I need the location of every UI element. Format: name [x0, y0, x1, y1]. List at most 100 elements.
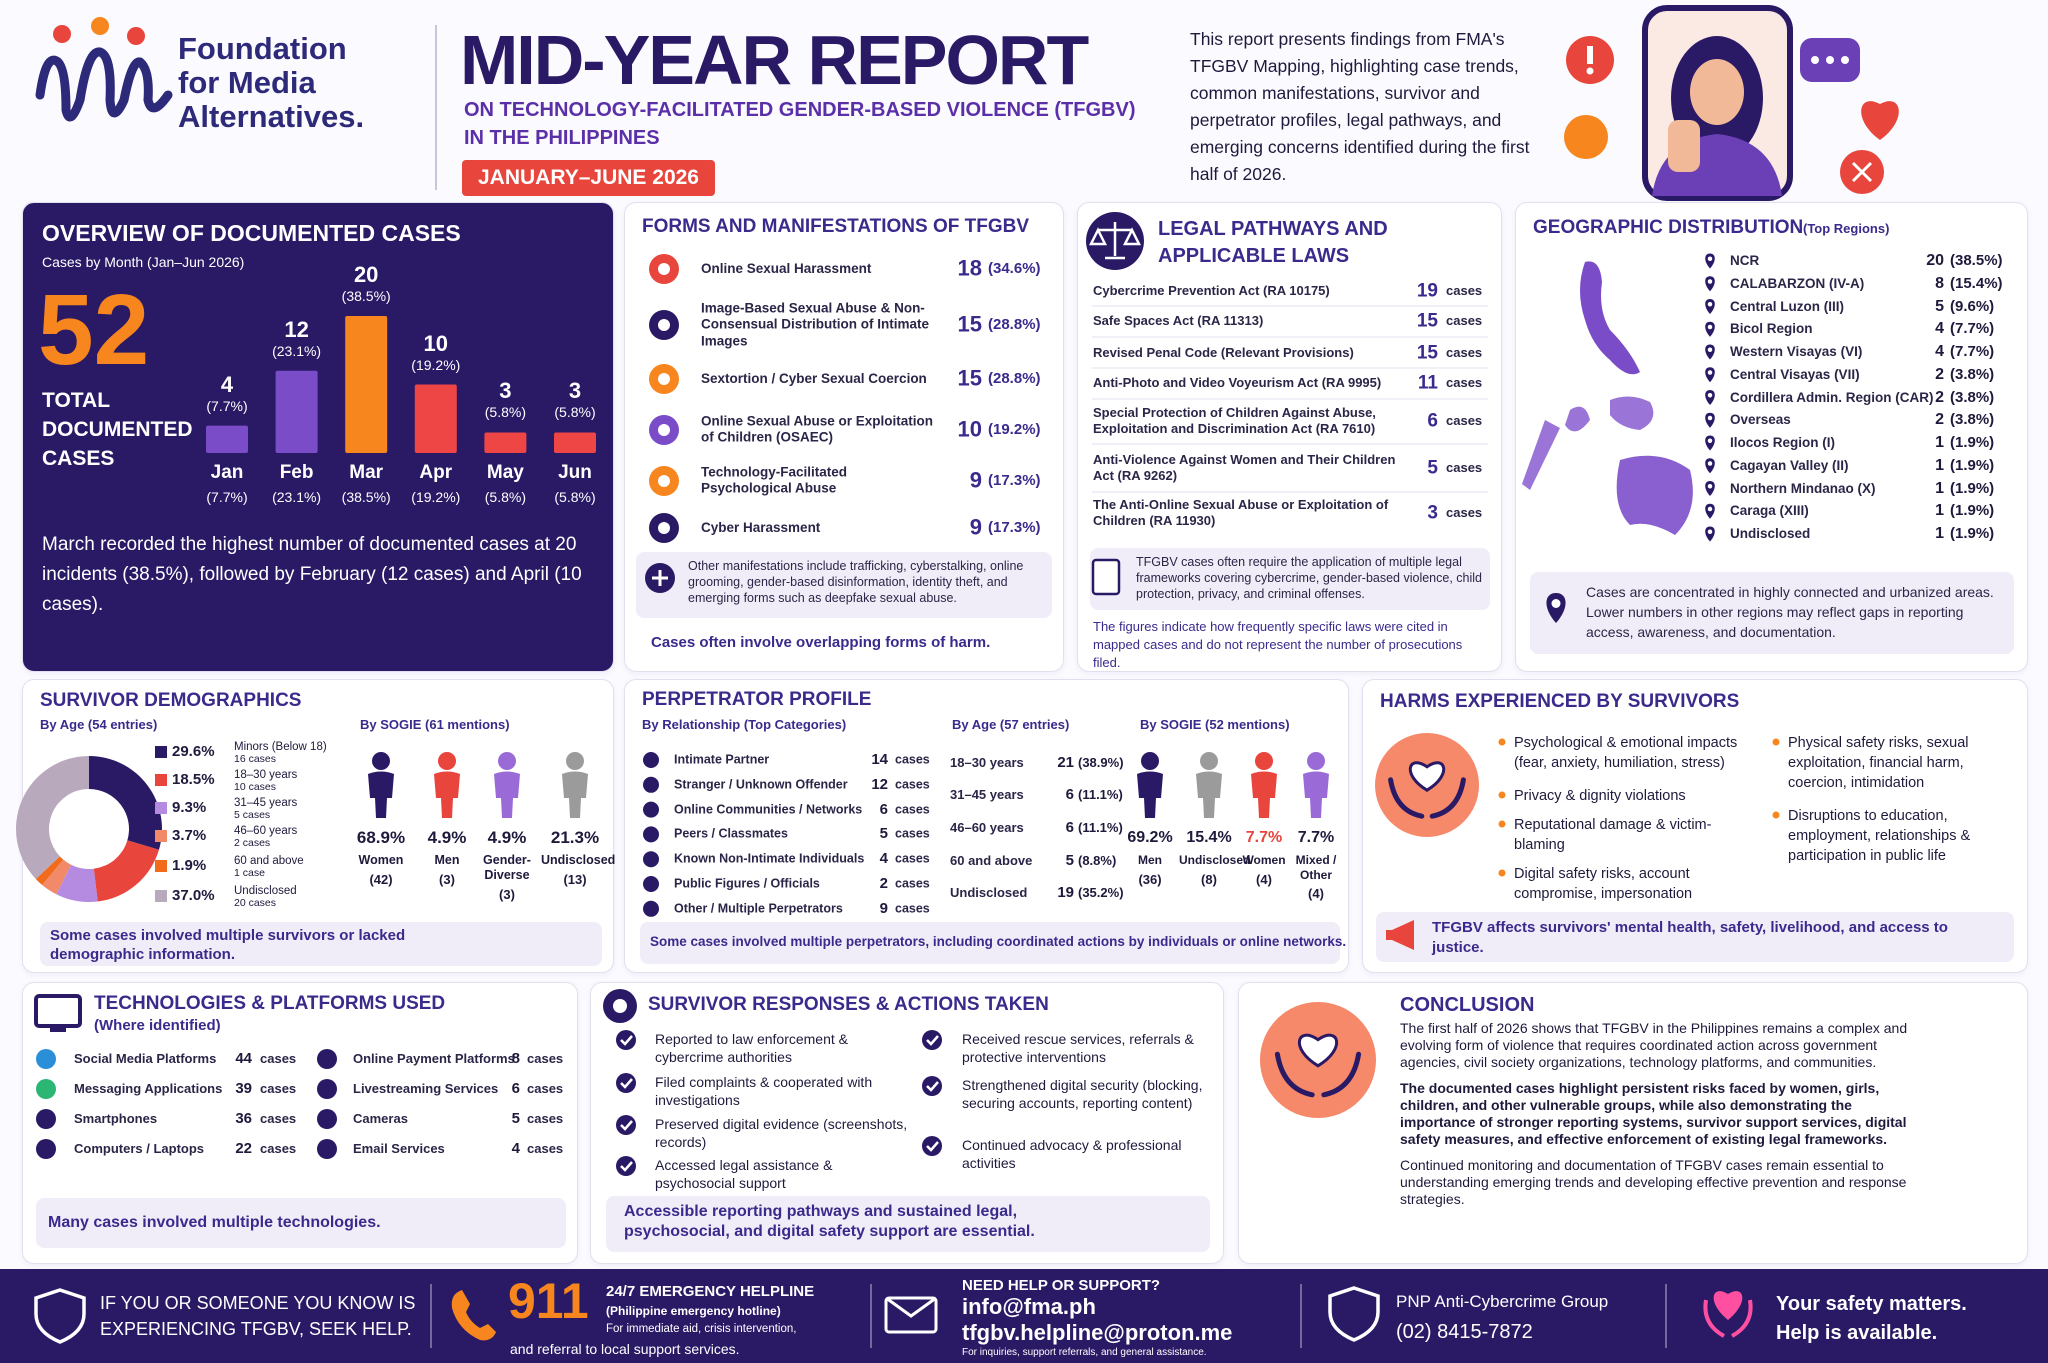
region-percent: (15.4%)	[1950, 274, 2003, 292]
region-name: Central Luzon (III)	[1730, 298, 1844, 314]
age-cases: 2 cases	[234, 837, 271, 849]
bar	[345, 316, 388, 453]
form-label: Image-Based Sexual Abuse & Non-Consensua…	[701, 300, 930, 349]
form-label: Online Sexual Abuse or Exploitation of C…	[701, 413, 934, 445]
check-mark	[926, 1081, 939, 1092]
region-name: Cagayan Valley (II)	[1730, 457, 1849, 473]
region-name: Undisclosed	[1730, 525, 1811, 541]
sogie-label: Men	[434, 853, 460, 867]
sogie-count: (13)	[563, 872, 587, 887]
person-body	[1137, 771, 1163, 818]
hands-shape	[1274, 1051, 1362, 1098]
month-percent: (7.7%)	[206, 489, 248, 505]
relationship-count: 14	[871, 750, 888, 768]
law-count: 15	[1416, 342, 1438, 364]
sogie-percent: 15.4%	[1186, 829, 1232, 846]
form-label: Online Sexual Harassment	[701, 260, 872, 276]
month-percent: (23.1%)	[272, 489, 322, 505]
hotline-title: 24/7 EMERGENCY HELPLINE	[606, 1283, 815, 1300]
bar-percent: (5.8%)	[554, 404, 596, 421]
age-cases: 1 case	[234, 867, 265, 879]
harm-item: Psychological & emotional impacts (fear,…	[1514, 735, 1738, 771]
law-name: The Anti-Online Sexual Abuse or Exploita…	[1093, 497, 1389, 528]
legend-swatch	[155, 774, 167, 786]
donut-slice	[89, 756, 162, 850]
sogie-percent: 7.7%	[1245, 829, 1283, 846]
total-label: DOCUMENTED	[42, 418, 193, 441]
law-name: Anti-Violence Against Women and Their Ch…	[1093, 452, 1396, 483]
region-percent: (9.6%)	[1950, 297, 1995, 315]
sogie-count: (42)	[369, 872, 393, 887]
harm-item: Privacy & dignity violations	[1514, 788, 1686, 804]
org-name: Alternatives.	[178, 99, 365, 134]
person-body	[1196, 771, 1222, 818]
pin-dot	[1707, 347, 1713, 352]
map-luzon	[1580, 261, 1640, 375]
age-percent: 29.6%	[172, 742, 215, 760]
conclusion-panel	[1238, 982, 2028, 1264]
law-name: Anti-Photo and Video Voyeurism Act (RA 9…	[1093, 375, 1382, 391]
sad-icon	[1564, 115, 1608, 159]
age-percent: 3.7%	[172, 826, 207, 844]
note-box	[1530, 572, 2014, 654]
month-label: Feb	[279, 462, 314, 483]
tech-unit: cases	[527, 1111, 564, 1127]
relationship-icon	[643, 851, 659, 868]
monitor-icon	[34, 994, 82, 1028]
form-icon-dot	[658, 522, 670, 534]
month-label: Jan	[210, 462, 244, 483]
age-name: 60 and above	[234, 855, 304, 867]
region-percent: (1.9%)	[1950, 433, 1995, 451]
total-label: CASES	[42, 447, 115, 470]
intro: This report presents findings from FMA's…	[1190, 29, 1530, 184]
region-count: 4	[1935, 320, 1944, 338]
heart-hands-icon	[1713, 1291, 1743, 1320]
relationship-icon	[643, 776, 659, 793]
scales	[1088, 222, 1142, 260]
donut-slice	[15, 756, 89, 879]
age-name: 46–60 years	[950, 820, 1024, 836]
tech-count: 4	[511, 1139, 520, 1157]
check-mark	[620, 1078, 633, 1089]
age-name: 18–30 years	[950, 755, 1024, 771]
month-label: Mar	[349, 462, 384, 483]
age-name: 31–45 years	[950, 787, 1024, 803]
tech-unit: cases	[527, 1051, 564, 1067]
check-mark	[620, 1035, 633, 1046]
law-count: 3	[1427, 502, 1438, 524]
total-label: TOTAL	[42, 389, 111, 412]
sogie-count: (8)	[1201, 872, 1217, 887]
region-count: 1	[1935, 456, 1944, 474]
check-icon	[616, 1156, 636, 1176]
tech-unit: cases	[260, 1051, 297, 1067]
bar	[275, 370, 318, 453]
geo-note: Cases are concentrated in highly connect…	[1586, 584, 1994, 640]
conclusion-para: The first half of 2026 shows that TFGBV …	[1400, 1020, 1908, 1070]
response-item: Strengthened digital security (blocking,…	[962, 1077, 1203, 1111]
tech-unit: cases	[527, 1081, 564, 1097]
pin-dot	[1707, 506, 1713, 512]
tech-count: 8	[511, 1049, 520, 1067]
hands-outline	[1703, 1299, 1753, 1338]
sogie-percent: 4.9%	[427, 828, 467, 847]
check-mark	[926, 1035, 939, 1046]
donut-slice	[35, 856, 64, 885]
relationship-name: Stranger / Unknown Offender	[674, 777, 848, 792]
check-icon	[922, 1076, 942, 1096]
note-box	[40, 922, 602, 966]
sogie-label: Undisclosed	[541, 853, 616, 867]
check-icon	[616, 1073, 636, 1093]
check-icon	[922, 1136, 942, 1156]
bullet	[1772, 738, 1780, 746]
bar-value: 12	[284, 316, 309, 342]
region-name: Northern Mindanao (X)	[1730, 480, 1876, 496]
relationship-unit: cases	[895, 801, 930, 816]
note-box	[606, 1196, 1210, 1252]
tech-count: 39	[235, 1079, 252, 1097]
region-percent: (38.5%)	[1950, 251, 2003, 269]
conclusion-para: Continued monitoring and documentation o…	[1400, 1157, 1907, 1207]
donut-slice	[56, 864, 98, 902]
plus	[652, 570, 668, 586]
tech-name: Livestreaming Services	[353, 1081, 499, 1097]
